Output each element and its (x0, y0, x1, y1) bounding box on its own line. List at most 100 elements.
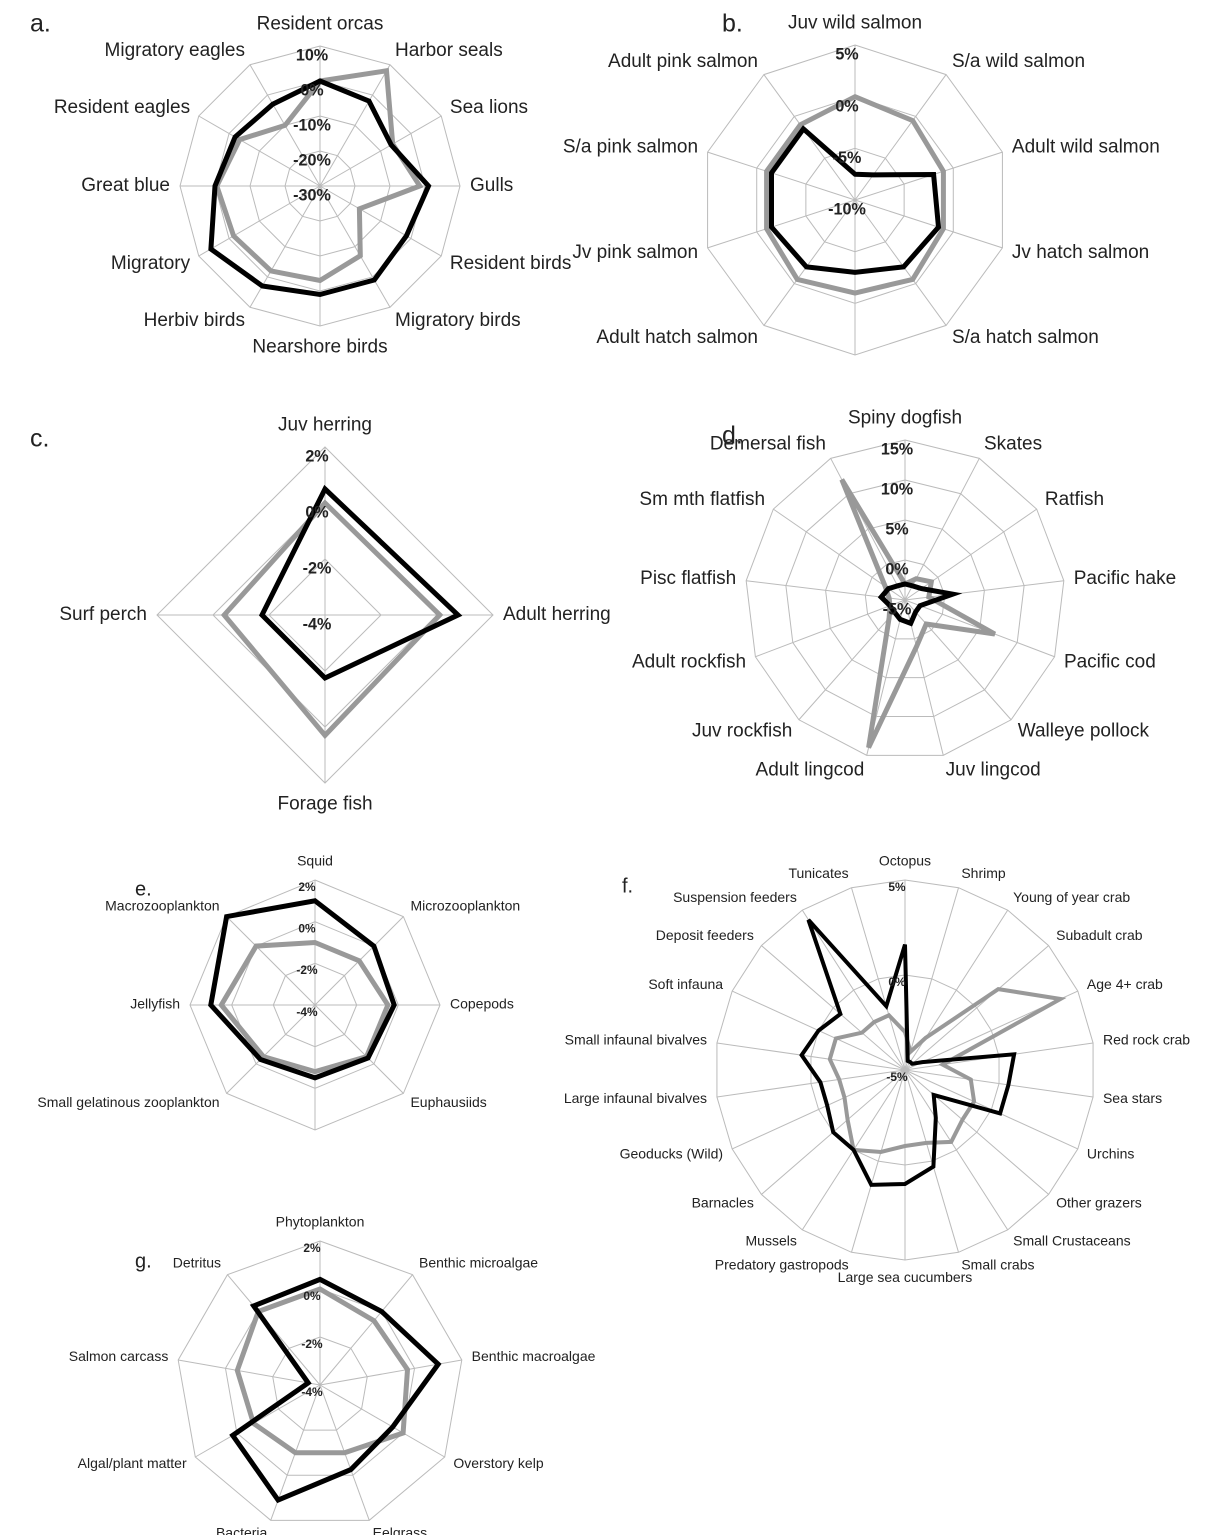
spoke (854, 74, 947, 201)
category-label: Algal/plant matter (78, 1455, 187, 1471)
spoke (198, 185, 321, 257)
spoke (707, 199, 856, 249)
category-label: Salmon carcass (69, 1348, 169, 1364)
panel-label: c. (30, 425, 49, 453)
category-label: Migratory birds (395, 310, 521, 331)
tick-label: 0% (885, 561, 908, 579)
spoke (319, 115, 442, 187)
category-label: Eelgrass (373, 1524, 427, 1535)
category-label: Large sea cucumbers (838, 1269, 973, 1285)
tick-label: -20% (293, 152, 331, 170)
grid-ring (745, 439, 1065, 756)
category-label: Great blue (81, 175, 170, 196)
spoke (763, 199, 856, 326)
category-label: Small crabs (961, 1257, 1034, 1273)
category-label: Tunicates (788, 865, 848, 881)
category-label: Resident eagles (54, 97, 190, 118)
tick-label: 5% (835, 46, 858, 64)
spoke (198, 115, 321, 187)
tick-label: 0% (888, 975, 906, 989)
category-label: Mussels (746, 1232, 797, 1248)
tick-label: 5% (888, 880, 906, 894)
category-label: Sm mth flatfish (639, 489, 765, 510)
category-label: Benthic microalgae (419, 1255, 538, 1271)
tick-label: -4% (303, 616, 332, 634)
series-line (208, 78, 432, 298)
category-label: Sea stars (1103, 1090, 1162, 1106)
spoke (761, 945, 906, 1071)
spoke (319, 1384, 445, 1458)
category-label: Juv rockfish (692, 721, 792, 742)
category-label: Other grazers (1056, 1194, 1142, 1210)
category-label: S/a hatch salmon (952, 327, 1099, 348)
panel-label: a. (30, 10, 51, 38)
tick-label: -30% (293, 187, 331, 205)
category-label: Adult rockfish (632, 651, 746, 672)
series-line (877, 581, 963, 627)
spoke (854, 199, 1003, 249)
radar-chart: e. Squid Microzooplankton Copepods Euphausii… (37, 852, 520, 1131)
category-label: Large infaunal bivalves (564, 1090, 707, 1106)
category-label: Jellyfish (130, 996, 180, 1012)
category-label: Macrozooplankton (105, 897, 219, 913)
category-label: Small Crustaceans (1013, 1232, 1131, 1248)
spoke (731, 1069, 906, 1150)
category-label: Octopus (879, 852, 931, 868)
category-label: Squid (297, 852, 333, 868)
series-line (234, 1286, 411, 1456)
tick-label: -2% (296, 963, 318, 977)
category-label: Demersal fish (710, 433, 826, 454)
category-label: Skates (984, 433, 1042, 454)
spoke (904, 1069, 1009, 1231)
category-label: Detritus (173, 1255, 221, 1271)
category-label: Surf perch (59, 604, 147, 625)
spoke (226, 916, 316, 1006)
panel-label: f. (622, 875, 633, 897)
tick-label: 0% (303, 1289, 321, 1303)
spoke (850, 1069, 906, 1253)
tick-label: -4% (296, 1005, 318, 1019)
spoke (716, 1069, 906, 1098)
series-line (799, 918, 1017, 1187)
category-label: Pisc flatfish (640, 568, 736, 589)
category-label: Adult wild salmon (1012, 136, 1160, 157)
series-line (258, 484, 463, 682)
tick-label: 0% (298, 922, 316, 936)
spoke (319, 64, 391, 187)
category-label: Jv pink salmon (572, 242, 698, 263)
panel-label: b. (722, 10, 743, 38)
tick-label: 10% (881, 481, 913, 499)
category-label: Forage fish (277, 793, 372, 814)
series-line (827, 987, 1067, 1155)
spoke (904, 1069, 1094, 1098)
category-label: Pacific cod (1064, 651, 1156, 672)
category-label: Juv herring (278, 415, 372, 436)
series-line (208, 898, 397, 1081)
category-label: Barnacles (692, 1194, 754, 1210)
category-label: Young of year crab (1013, 889, 1130, 905)
grid-ring (864, 559, 946, 640)
spoke (707, 151, 856, 201)
tick-label: -5% (833, 149, 862, 167)
category-label: Adult pink salmon (608, 51, 758, 72)
category-label: Harbor seals (395, 40, 503, 61)
grid-ring (272, 1336, 368, 1431)
category-label: Small gelatinous zooplankton (37, 1094, 219, 1110)
spoke (904, 1069, 1049, 1195)
grid-ring (224, 1288, 416, 1476)
grid-ring (825, 519, 985, 679)
series-line (220, 499, 444, 740)
category-label: Juv lingcod (946, 760, 1041, 781)
grid-ring (177, 1240, 463, 1521)
category-label: S/a wild salmon (952, 51, 1085, 72)
panel-label: d. (722, 422, 743, 450)
tick-label: 5% (885, 521, 908, 539)
grid-ring (785, 479, 1025, 718)
spoke (850, 887, 906, 1071)
series-line (214, 67, 424, 284)
category-label: Walleye pollock (1018, 721, 1150, 742)
radar-chart: c. Juv herring Adult herring Forage fish Sur… (30, 415, 611, 815)
series-line (218, 939, 391, 1075)
category-label: Copepods (450, 996, 514, 1012)
